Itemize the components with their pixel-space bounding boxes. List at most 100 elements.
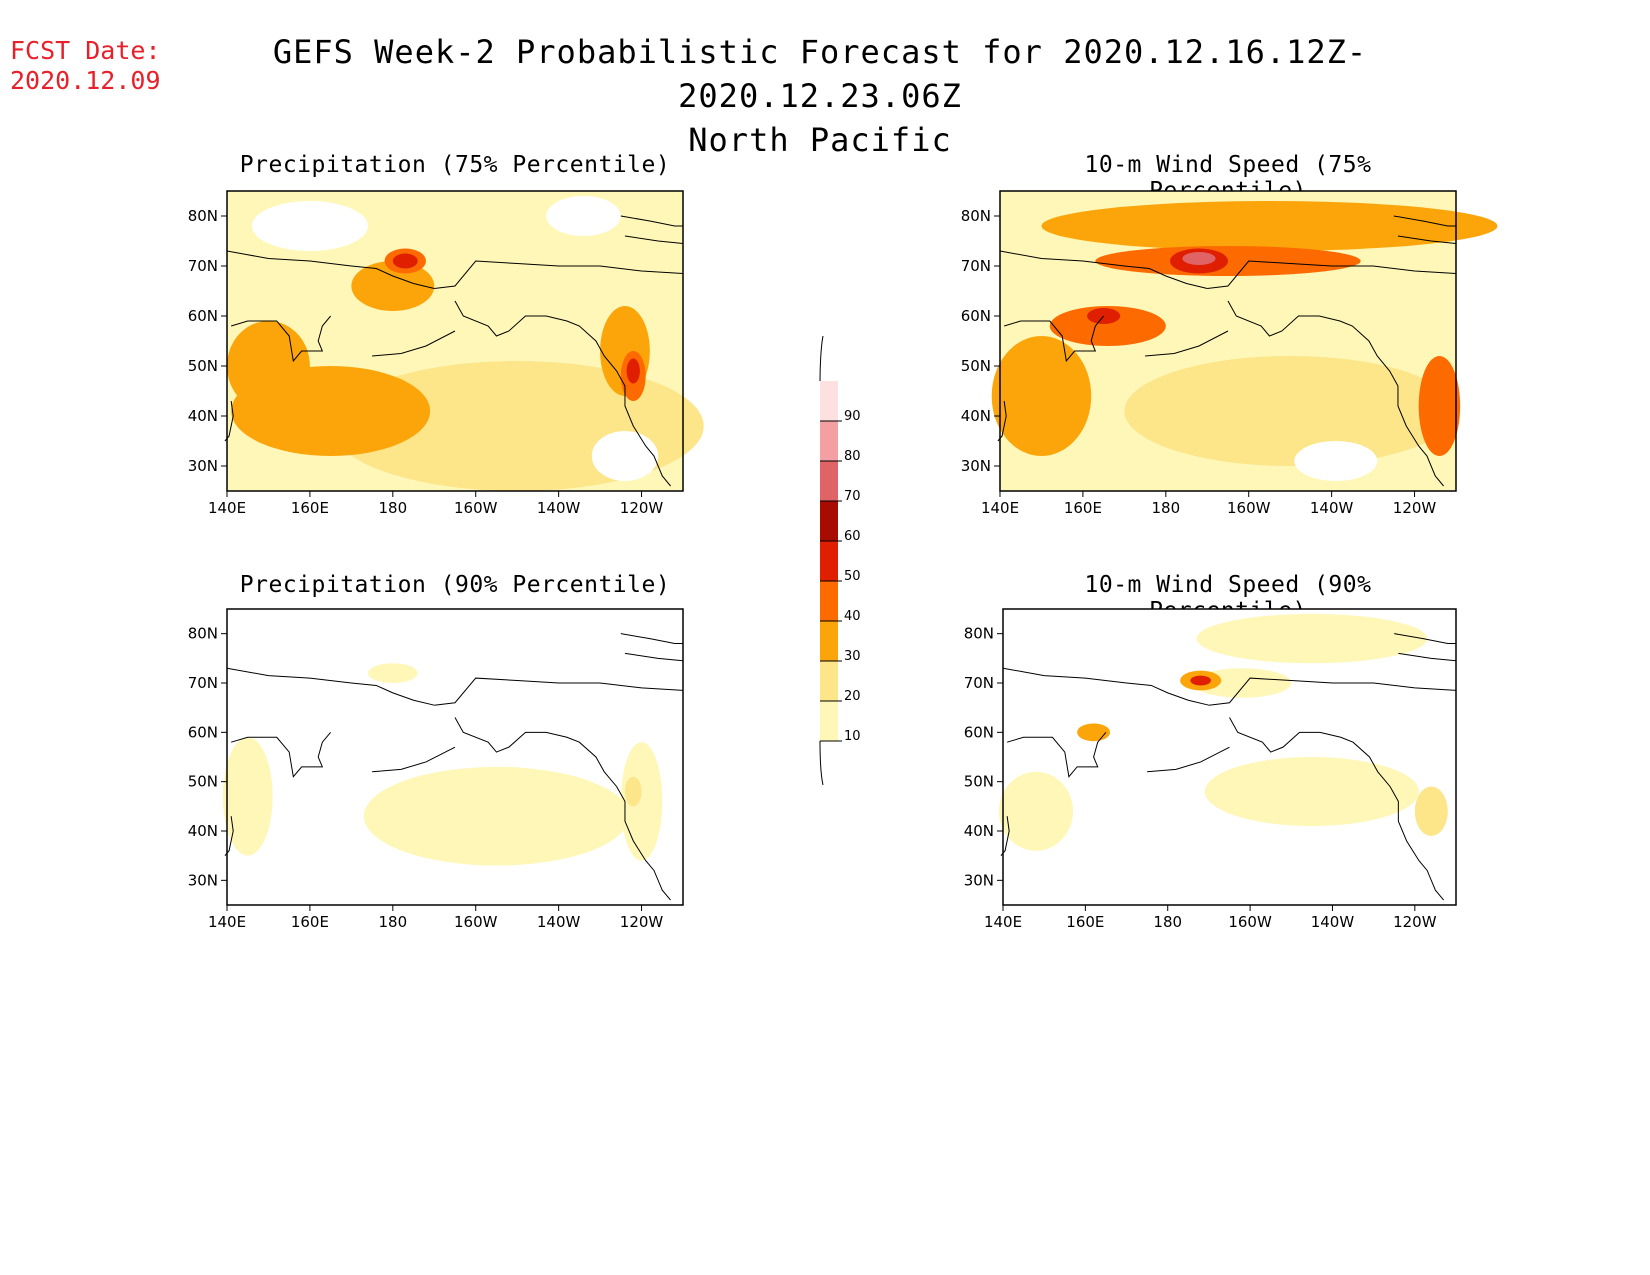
kamchatka-okhotsk-coast (231, 732, 332, 778)
arctic-islands (1397, 235, 1457, 244)
colorbar-tick-label: 50 (844, 569, 861, 584)
lat-tick-label: 60N (961, 307, 991, 325)
colorbar-tick-label: 80 (844, 449, 861, 464)
arctic-islands (1398, 652, 1457, 662)
colorbar-segment (820, 701, 838, 741)
lon-tick-label: 180 (378, 499, 407, 517)
colorbar-tick-label: 30 (844, 649, 861, 664)
lon-tick-label: 140E (984, 913, 1022, 931)
arctic-islands (620, 215, 683, 227)
field-contour-40 (1049, 306, 1166, 346)
field-contour-50 (626, 358, 640, 384)
lat-tick-label: 60N (188, 307, 218, 325)
lat-tick-label: 30N (964, 871, 994, 889)
coastlines (997, 215, 1457, 487)
lon-tick-label: 120W (620, 913, 664, 931)
north-america-arctic-coast (434, 677, 684, 706)
lon-tick-label: 160E (1066, 913, 1104, 931)
colorbar-segment (820, 581, 838, 621)
alaska-west-coast (1227, 300, 1444, 487)
lat-tick-label: 70N (961, 257, 991, 275)
map-frame (226, 608, 684, 906)
north-america-arctic-coast (1207, 260, 1457, 289)
colorbar-segment (820, 461, 838, 501)
field-contour-30 (1041, 201, 1498, 251)
field-white-patch (251, 201, 368, 251)
alaska-west-coast (454, 717, 671, 901)
field-white-patch (546, 196, 621, 236)
arctic-islands (620, 633, 683, 645)
field-contour-40 (1095, 246, 1361, 276)
field-contour-10 (998, 771, 1074, 851)
map-frame (226, 190, 684, 492)
kamchatka-okhotsk-coast (1006, 732, 1107, 778)
siberia-coast (999, 250, 1208, 289)
lon-tick-label: 140E (208, 499, 246, 517)
alaska-west-coast (1229, 717, 1445, 901)
lat-tick-label: 80N (964, 625, 994, 643)
colorbar-segment (820, 421, 838, 461)
arctic-islands (1393, 215, 1456, 227)
lon-tick-label: 160W (1228, 913, 1272, 931)
colorbar-tick-label: 20 (844, 689, 861, 704)
field-white-patch (1294, 441, 1378, 481)
field-contour-50 (1190, 675, 1211, 686)
colorbar: 10 20 30 40 50 60 70 80 90 (819, 335, 861, 786)
field-contour-20 (624, 776, 642, 807)
colorbar-bottom-cap (819, 740, 824, 786)
aleutian-arc (372, 746, 456, 773)
lat-tick-label: 70N (188, 674, 218, 692)
colorbar-top-cap (820, 336, 829, 381)
field-contour-40 (1418, 356, 1461, 456)
lat-tick-label: 50N (188, 357, 218, 375)
map-field (227, 191, 704, 491)
colorbar-segment (820, 381, 838, 421)
lat-tick-label: 40N (961, 407, 991, 425)
colorbar-top-cap (819, 335, 824, 382)
lon-tick-label: 160E (1064, 499, 1102, 517)
colorbar-tick-label: 10 (844, 729, 861, 744)
field-contour-10 (367, 663, 418, 683)
coastlines (224, 215, 684, 487)
field-contour-10 (620, 742, 663, 861)
field-contour-10 (222, 737, 273, 856)
lon-tick-label: 140W (1310, 499, 1354, 517)
lon-tick-label: 160E (291, 913, 329, 931)
field-contour-20 (1414, 786, 1448, 836)
lon-tick-label: 160E (291, 499, 329, 517)
map-frame (999, 190, 1457, 492)
lon-tick-label: 140W (537, 913, 581, 931)
field-contour-30 (227, 321, 310, 411)
colorbar-tick-label: 70 (844, 489, 861, 504)
north-america-arctic-coast (434, 260, 684, 289)
lon-tick-label: 140E (981, 499, 1019, 517)
lat-tick-label: 30N (961, 457, 991, 475)
field-contour-10 (1196, 613, 1428, 664)
figure-subtitle: North Pacific (688, 121, 952, 159)
field-contour-50 (392, 253, 418, 269)
colorbar-segment (820, 621, 838, 661)
figure-title: GEFS Week-2 Probabilistic Forecast for 2… (272, 33, 1368, 115)
map-wind-90: 80N 70N 60N 50N 40N 30N 140E 160E 180 160W 140W 120… (964, 608, 1457, 931)
lon-tick-label: 180 (1153, 913, 1182, 931)
siberia-coast (226, 667, 435, 706)
forecast-date-block: FCST Date: 2020.12.09 (10, 36, 161, 96)
lon-tick-label: 120W (1393, 499, 1437, 517)
lon-tick-label: 140W (1311, 913, 1355, 931)
map-frame (1002, 608, 1457, 906)
lat-tick-label: 50N (964, 773, 994, 791)
siberia-coast (226, 250, 435, 289)
lon-tick-label: 140E (208, 913, 246, 931)
map-field (991, 191, 1498, 491)
map-wind-75: 80N 70N 60N 50N 40N 30N 140E 160E 180 160W 140W 120… (961, 190, 1498, 517)
map-field (998, 609, 1456, 905)
lat-tick-label: 70N (964, 674, 994, 692)
map-precip-75: 80N 70N 60N 50N 40N 30N 140E 160E 180 160W 140W 120… (188, 190, 704, 517)
lon-tick-label: 160W (454, 913, 498, 931)
lat-tick-label: 70N (188, 257, 218, 275)
kamchatka-okhotsk-coast (231, 315, 332, 363)
lon-tick-label: 160W (1227, 499, 1271, 517)
lat-tick-label: 80N (961, 207, 991, 225)
field-contour-70 (1182, 252, 1216, 265)
lat-tick-label: 60N (964, 723, 994, 741)
